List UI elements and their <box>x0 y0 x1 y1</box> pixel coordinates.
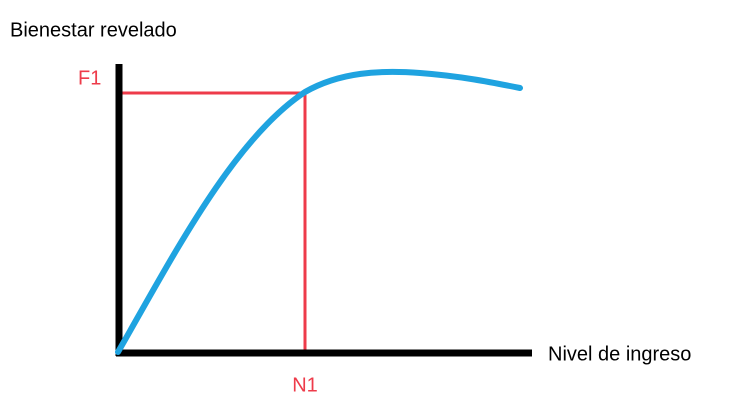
curve <box>115 68 523 355</box>
y-marker-label: F1 <box>78 67 101 89</box>
x-axis-label: Nivel de ingreso <box>548 343 691 365</box>
x-marker-label: N1 <box>292 374 318 396</box>
y-axis-label: Bienestar revelado <box>10 19 177 41</box>
